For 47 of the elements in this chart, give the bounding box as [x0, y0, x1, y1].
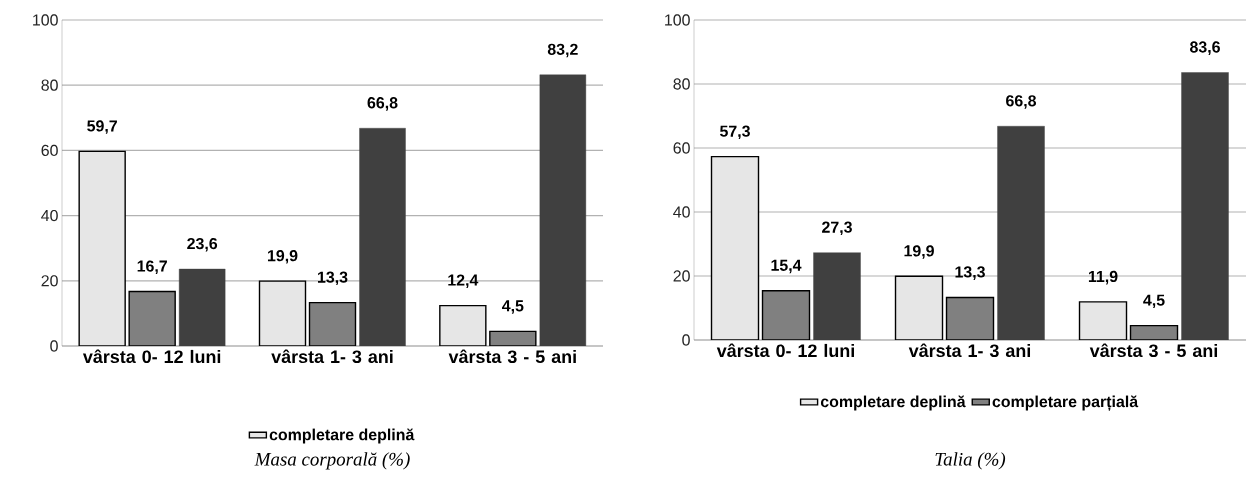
x-tick-label: vârsta 3 - 5 ani	[1089, 343, 1218, 358]
data-label: 11,9	[1088, 270, 1118, 285]
bar	[439, 304, 487, 346]
data-label: 12,4	[448, 274, 479, 289]
data-label: 16,7	[137, 260, 167, 275]
legend-label: completare parțială	[992, 395, 1139, 411]
x-tick-label: vârsta 0- 12 luni	[716, 343, 854, 358]
legend-label: completare deplină	[269, 428, 415, 444]
y-tick-label: 80	[673, 78, 690, 90]
x-tick-label: vârsta 3 - 5 ani	[448, 349, 576, 364]
data-label: 4,5	[1143, 294, 1165, 309]
y-tick-label: 100	[665, 14, 690, 26]
bar	[258, 280, 307, 346]
text: Talia (%)	[935, 452, 1006, 470]
data-label: 66,8	[367, 97, 398, 111]
data-label: 13,3	[955, 266, 985, 280]
data-label: 13,3	[317, 271, 348, 286]
text: Masa corporală (%)	[254, 452, 410, 470]
data-label: 19,9	[267, 250, 298, 264]
legend-label: completare deplină	[820, 395, 966, 411]
y-tick-label: 0	[50, 340, 58, 352]
y-tick-label: 0	[682, 334, 690, 346]
data-label: 66,8	[1006, 95, 1037, 109]
y-tick-label: 100	[33, 14, 58, 26]
bar	[894, 275, 944, 340]
y-tick-label: 80	[41, 79, 58, 91]
data-label: 4,5	[501, 300, 524, 314]
y-tick-label: 40	[673, 206, 690, 218]
data-label: 23,6	[187, 237, 218, 252]
y-tick-label: 20	[673, 270, 690, 282]
bar	[78, 150, 126, 346]
data-label: 57,3	[719, 125, 750, 140]
y-tick-label: 60	[673, 142, 690, 154]
data-label: 19,9	[904, 245, 934, 259]
data-label: 27,3	[822, 221, 852, 236]
y-tick-label: 60	[41, 144, 58, 157]
bar	[710, 155, 760, 340]
data-label: 15,4	[771, 259, 802, 274]
x-tick-label: vârsta 1- 3 ani	[908, 343, 1031, 358]
data-label: 59,7	[87, 120, 117, 134]
x-tick-label: vârsta 0- 12 luni	[82, 349, 221, 364]
bar	[1078, 301, 1128, 340]
data-label: 83,2	[547, 43, 578, 58]
y-tick-label: 40	[41, 209, 58, 222]
y-tick-label: 20	[41, 275, 58, 287]
x-tick-label: vârsta 1- 3 ani	[271, 349, 393, 364]
data-label: 83,6	[1190, 41, 1220, 55]
